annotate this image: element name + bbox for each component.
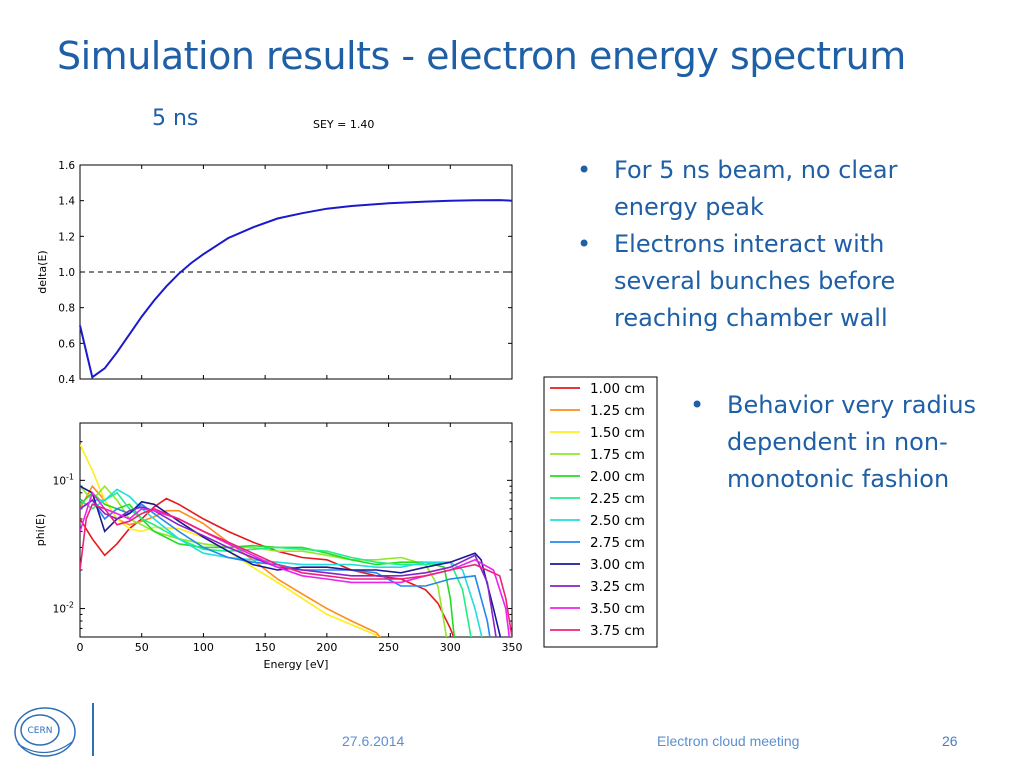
sey-label: SEY = 1.40 bbox=[313, 118, 375, 131]
bullet-item: For 5 ns beam, no clear energy peak bbox=[577, 152, 937, 226]
slide-subtitle: 5 ns bbox=[152, 106, 199, 131]
legend-entry: 3.25 cm bbox=[590, 579, 645, 595]
y-axis-label: delta(E) bbox=[36, 250, 49, 293]
phi-series-line bbox=[80, 503, 512, 637]
phi-series-line bbox=[80, 491, 511, 637]
y-tick-label: 1.6 bbox=[58, 160, 75, 172]
chart-legend bbox=[543, 376, 658, 648]
phi-series-line bbox=[80, 499, 491, 637]
legend-entry: 2.50 cm bbox=[590, 513, 645, 529]
phi-series-line bbox=[80, 491, 456, 637]
y-axis-label: phi(E) bbox=[34, 514, 47, 547]
page-number: 26 bbox=[942, 733, 958, 749]
y-tick-label: 0.6 bbox=[58, 338, 75, 350]
footer-divider bbox=[92, 703, 94, 756]
legend-entry: 2.00 cm bbox=[590, 469, 645, 485]
footer-meeting: Electron cloud meeting bbox=[657, 733, 800, 749]
y-tick-label: 0.4 bbox=[58, 374, 75, 386]
svg-text:CERN: CERN bbox=[28, 726, 53, 736]
bullet-list-top: For 5 ns beam, no clear energy peak Elec… bbox=[577, 152, 937, 337]
phi-series-line bbox=[80, 485, 502, 637]
legend-entry: 2.75 cm bbox=[590, 535, 645, 551]
y-tick-label: 0.8 bbox=[58, 303, 75, 315]
phi-series-line bbox=[80, 497, 455, 637]
x-tick-label: 100 bbox=[193, 641, 214, 654]
phi-series-line bbox=[80, 499, 497, 637]
footer-date: 27.6.2014 bbox=[342, 733, 405, 749]
x-tick-label: 250 bbox=[378, 641, 399, 654]
legend-entry: 3.75 cm bbox=[590, 623, 645, 639]
delta-series-line bbox=[79, 199, 513, 379]
legend-entry: 1.50 cm bbox=[590, 425, 645, 441]
slide-title: Simulation results - electron energy spe… bbox=[57, 34, 906, 78]
x-tick-label: 150 bbox=[255, 641, 276, 654]
legend-entry: 3.50 cm bbox=[590, 601, 645, 617]
y-tick-label: 10-2 bbox=[53, 601, 74, 616]
y-tick-label: 1.4 bbox=[58, 196, 75, 208]
legend-entry: 3.00 cm bbox=[590, 557, 645, 573]
cern-logo: CERN bbox=[10, 702, 80, 767]
legend-entry: 2.25 cm bbox=[590, 491, 645, 507]
legend-entry: 1.00 cm bbox=[590, 381, 645, 397]
bullet-list-bottom: Behavior very radius dependent in non-mo… bbox=[690, 387, 990, 498]
x-axis-label: Energy [eV] bbox=[264, 658, 329, 671]
y-tick-label: 1.0 bbox=[58, 267, 75, 279]
x-tick-label: 0 bbox=[77, 641, 84, 654]
x-tick-label: 350 bbox=[502, 641, 523, 654]
legend-entry: 1.75 cm bbox=[590, 447, 645, 463]
y-tick-label: 10-1 bbox=[53, 472, 74, 487]
legend-entry: 1.25 cm bbox=[590, 403, 645, 419]
x-tick-label: 300 bbox=[440, 641, 461, 654]
y-tick-label: 1.2 bbox=[58, 231, 75, 243]
bullet-item: Behavior very radius dependent in non-mo… bbox=[690, 387, 990, 498]
x-tick-label: 200 bbox=[316, 641, 337, 654]
bullet-item: Electrons interact with several bunches … bbox=[577, 226, 937, 337]
x-tick-label: 50 bbox=[135, 641, 149, 654]
